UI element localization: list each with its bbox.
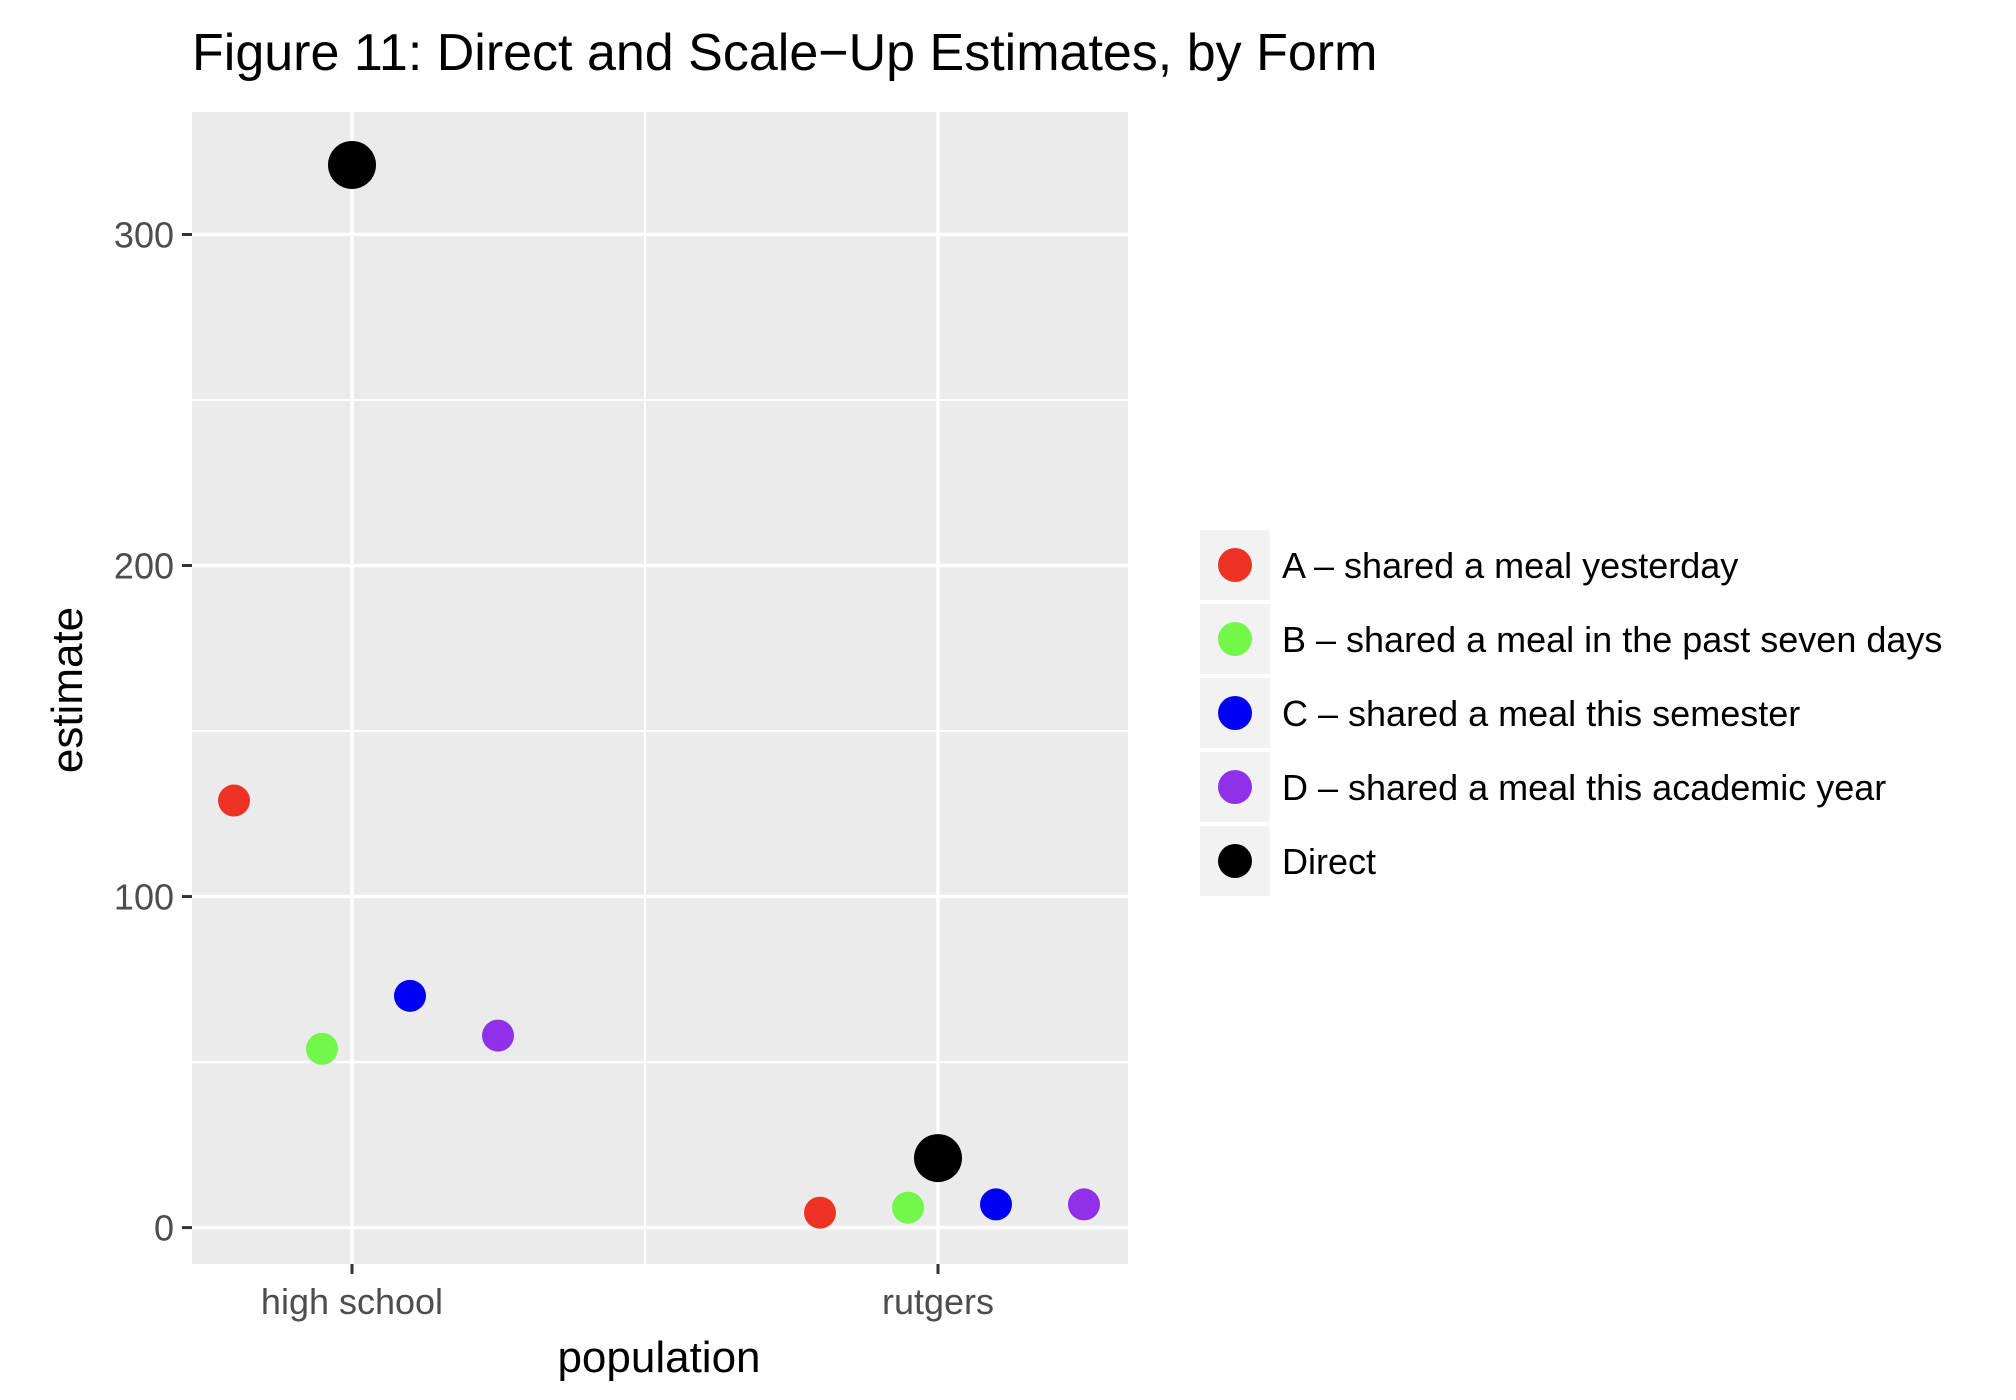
legend-label: D – shared a meal this academic year	[1282, 767, 1886, 808]
grid-lines	[192, 112, 1128, 1264]
y-tick-label: 200	[114, 546, 174, 587]
legend-item: A – shared a meal yesterday	[1200, 530, 1738, 600]
legend-key-marker	[1218, 696, 1252, 730]
x-tick-label: rutgers	[882, 1281, 994, 1322]
legend-label: B – shared a meal in the past seven days	[1282, 619, 1942, 660]
legend-item: D – shared a meal this academic year	[1200, 752, 1886, 822]
legend-key-marker	[1218, 548, 1252, 582]
data-points	[218, 140, 1100, 1229]
legend-item: B – shared a meal in the past seven days	[1200, 604, 1942, 674]
plot-panel	[192, 112, 1128, 1264]
x-axis-title: population	[557, 1333, 760, 1382]
y-axis-title: estimate	[43, 607, 92, 773]
data-point	[482, 1019, 514, 1052]
legend-item: C – shared a meal this semester	[1200, 678, 1800, 748]
legend-item: Direct	[1200, 826, 1376, 896]
data-point	[394, 979, 426, 1012]
data-point	[328, 140, 376, 189]
x-axis: high school rutgers	[261, 1264, 994, 1322]
data-point	[892, 1191, 924, 1224]
legend-label: Direct	[1282, 841, 1376, 882]
legend-key-marker	[1218, 770, 1252, 804]
legend-label: A – shared a meal yesterday	[1282, 545, 1738, 586]
data-point	[804, 1196, 836, 1229]
y-tick-label: 0	[154, 1208, 174, 1249]
legend-label: C – shared a meal this semester	[1282, 693, 1800, 734]
legend-key-marker	[1218, 844, 1252, 878]
data-point	[1068, 1188, 1100, 1221]
data-point	[218, 784, 250, 817]
legend: A – shared a meal yesterday B – shared a …	[1200, 530, 1942, 896]
data-point	[914, 1134, 962, 1183]
legend-key-marker	[1218, 622, 1252, 656]
data-point	[980, 1188, 1012, 1221]
chart-title: Figure 11: Direct and Scale−Up Estimates…	[192, 24, 1377, 82]
x-tick-label: high school	[261, 1281, 443, 1322]
y-tick-label: 100	[114, 877, 174, 918]
data-point	[306, 1032, 338, 1065]
y-tick-label: 300	[114, 214, 174, 255]
panel-background	[192, 112, 1128, 1264]
y-axis: 0 100 200 300	[114, 214, 192, 1249]
